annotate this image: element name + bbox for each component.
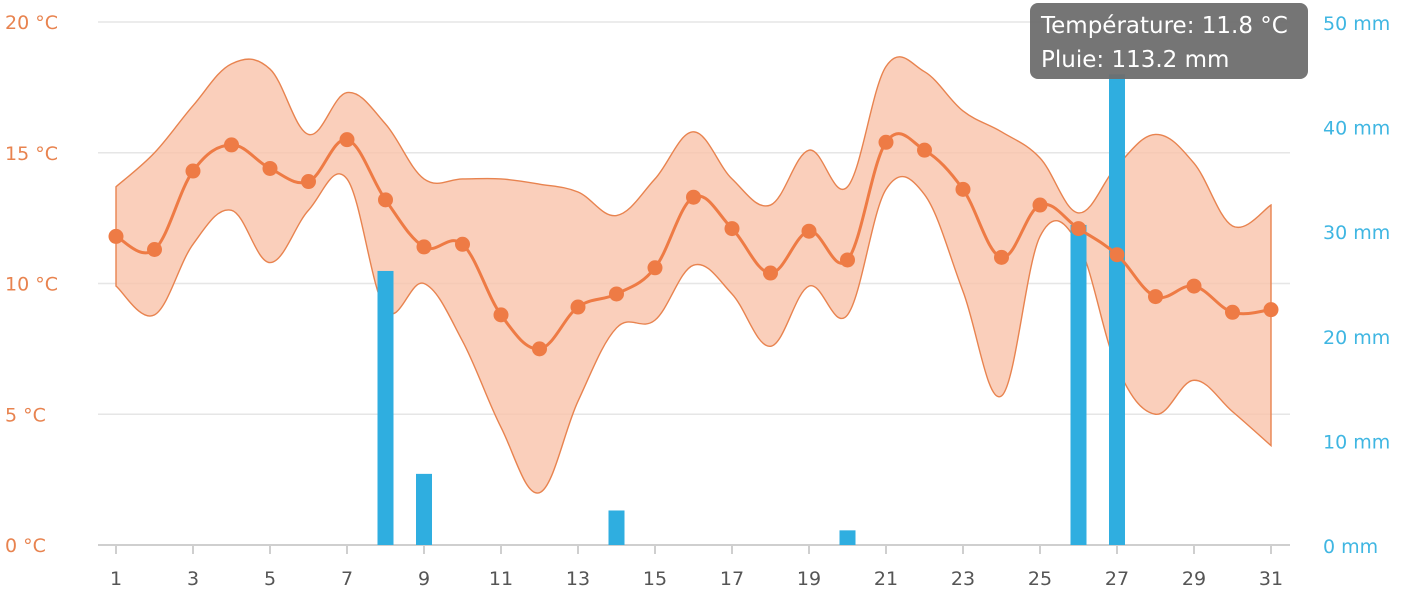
temperature-point — [763, 265, 778, 281]
temperature-point — [224, 137, 239, 153]
temperature-point — [262, 160, 278, 176]
right-axis-tick-label: 30 mm — [1323, 222, 1390, 244]
left-y-axis: 0 °C 5 °C 10 °C 15 °C 20 °C — [5, 12, 58, 557]
temperature-point — [570, 299, 586, 315]
x-axis-tick-label: 1 — [110, 568, 122, 590]
x-axis-tick-label: 11 — [489, 568, 513, 590]
temperature-point — [878, 134, 894, 150]
x-axis: 1 3 5 7 9 11 13 15 17 19 21 23 25 27 29 31 — [98, 544, 1290, 590]
rain-bar — [1070, 224, 1087, 545]
temperature-point — [724, 221, 740, 237]
x-axis-tick-label: 31 — [1259, 568, 1283, 590]
temperature-line-layer — [108, 132, 1279, 357]
rain-bar — [608, 510, 625, 545]
temperature-point — [1071, 221, 1086, 237]
rain-bar — [416, 473, 432, 545]
rain-bar — [1109, 74, 1125, 546]
left-axis-tick-label: 10 °C — [5, 274, 58, 296]
temperature-point — [1186, 278, 1202, 294]
x-axis-tick-label: 9 — [418, 568, 430, 590]
temperature-point — [301, 174, 316, 190]
temperature-point — [185, 163, 201, 179]
temperature-point — [647, 260, 663, 276]
temperature-point — [455, 236, 470, 252]
tooltip-line-1: Température: 11.8 °C — [1040, 13, 1288, 39]
rain-bars-layer — [377, 74, 1125, 546]
temperature-point — [955, 181, 971, 197]
tooltip: Température: 11.8 °C Pluie: 113.2 mm — [1030, 3, 1308, 79]
x-axis-tick-label: 23 — [951, 568, 975, 590]
x-axis-tick-label: 21 — [874, 568, 898, 590]
temperature-point — [147, 242, 162, 258]
x-axis-tick-label: 13 — [566, 568, 590, 590]
x-axis-tick-label: 15 — [643, 568, 667, 590]
x-axis-tick-label: 29 — [1182, 568, 1206, 590]
temperature-point — [339, 132, 355, 148]
x-axis-tick-label: 3 — [187, 568, 199, 590]
rain-bar — [839, 530, 856, 545]
temperature-point — [686, 189, 701, 205]
temperature-point — [1263, 302, 1279, 318]
temperature-point — [917, 142, 932, 158]
temperature-range-band — [115, 56, 1272, 494]
temperature-point — [801, 223, 817, 239]
x-axis-tick-label: 7 — [341, 568, 353, 590]
tooltip-line-2: Pluie: 113.2 mm — [1041, 47, 1229, 73]
temperature-point — [1148, 289, 1163, 305]
right-axis-tick-label: 10 mm — [1323, 431, 1390, 453]
temperature-point — [1109, 247, 1125, 263]
temperature-point — [108, 228, 124, 244]
x-axis-tick-label: 25 — [1028, 568, 1052, 590]
temperature-point — [378, 192, 393, 208]
left-axis-tick-label: 5 °C — [5, 404, 46, 426]
right-axis-tick-label: 50 mm — [1323, 13, 1390, 35]
x-axis-tick-label: 5 — [264, 568, 276, 590]
temperature-point — [1032, 197, 1048, 213]
left-axis-tick-label: 15 °C — [5, 143, 58, 165]
temperature-point — [609, 286, 624, 302]
x-axis-tick-label: 27 — [1105, 568, 1129, 590]
x-axis-tick-label: 17 — [720, 568, 744, 590]
temperature-point — [493, 307, 509, 323]
right-axis-tick-label: 20 mm — [1323, 327, 1390, 349]
x-axis-tick-label: 19 — [797, 568, 821, 590]
right-axis-tick-label: 40 mm — [1323, 118, 1390, 140]
temperature-point — [416, 239, 432, 255]
right-y-axis: 0 mm 10 mm 20 mm 30 mm 40 mm 50 mm — [1323, 13, 1390, 558]
temperature-point — [1225, 304, 1240, 320]
temperature-point — [840, 252, 855, 268]
left-axis-tick-label: 0 °C — [5, 535, 46, 557]
temperature-range-layer — [115, 56, 1272, 494]
tooltip-box — [1030, 3, 1308, 79]
temperature-point — [532, 341, 547, 357]
left-axis-tick-label: 20 °C — [5, 12, 58, 34]
rain-bar — [377, 270, 394, 545]
right-axis-tick-label: 0 mm — [1323, 536, 1378, 558]
temperature-point — [994, 249, 1009, 265]
